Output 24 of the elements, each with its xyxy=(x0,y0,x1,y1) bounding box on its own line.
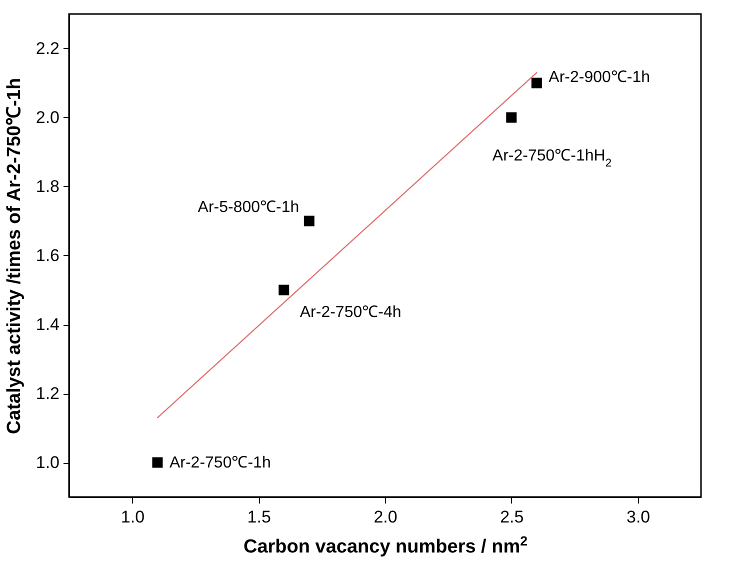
y-tick-label: 1.8 xyxy=(36,177,60,196)
annotation: Ar-2-900℃-1h xyxy=(548,69,650,86)
point xyxy=(506,112,517,123)
y-tick-label: 1.4 xyxy=(36,315,60,334)
x-axis-title: Carbon vacancy numbers / nm$^{2}$ xyxy=(243,533,528,558)
annotation: Ar-2-750℃-1hH$_{2}$ xyxy=(492,148,612,170)
point xyxy=(531,78,542,88)
x-tick-label: 1.0 xyxy=(120,508,145,526)
x-tick-label: 3.0 xyxy=(626,508,650,526)
point xyxy=(278,284,290,296)
y-tick-label: 1.2 xyxy=(36,384,60,403)
point xyxy=(152,457,163,468)
annotation: Ar-5-800℃-1h xyxy=(198,199,300,216)
x-tick-label: 2.5 xyxy=(500,508,524,526)
x-tick-label: 2.0 xyxy=(374,508,398,526)
annotation: Ar-2-750℃-4h xyxy=(300,304,402,321)
y-tick-label: 1.0 xyxy=(36,453,60,472)
point xyxy=(304,216,314,226)
y-axis-title: Catalyst activity /times of Ar-2-750℃-1h xyxy=(4,78,25,434)
y-tick-label: 2.2 xyxy=(36,39,60,58)
x-tick-label: 1.5 xyxy=(247,508,271,526)
y-tick-label: 1.6 xyxy=(36,246,60,265)
y-tick-label: 2.0 xyxy=(36,108,60,127)
annotation: Ar-2-750℃-1h xyxy=(169,454,271,472)
